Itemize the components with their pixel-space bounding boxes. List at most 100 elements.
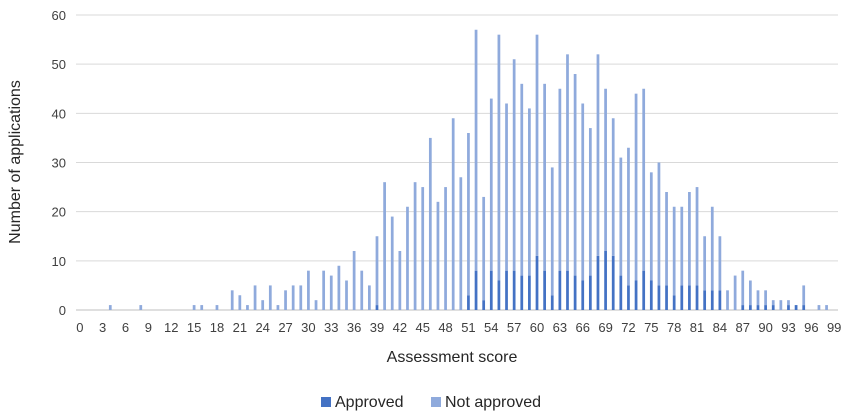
bar-not-approved [329, 275, 333, 310]
bar-not-approved [649, 172, 653, 281]
bar-approved [672, 295, 676, 310]
bar-approved [467, 295, 470, 310]
x-tick-label: 90 [758, 320, 772, 335]
bar-not-approved [467, 133, 470, 296]
bar-not-approved [261, 300, 265, 310]
bar-not-approved [611, 118, 615, 256]
bar-not-approved [436, 201, 440, 310]
bar-approved [535, 255, 539, 310]
bar-not-approved [756, 290, 760, 306]
bar-not-approved [695, 187, 699, 286]
bar-not-approved [512, 59, 516, 271]
bar-approved [741, 305, 745, 310]
bar-approved [604, 251, 607, 310]
bar-approved [787, 305, 790, 310]
bar-approved [771, 305, 775, 310]
bar-not-approved [337, 265, 341, 310]
bar-not-approved [215, 305, 219, 310]
bar-not-approved [771, 300, 775, 306]
y-tick-label: 60 [52, 8, 66, 23]
bar-approved [680, 285, 684, 310]
bar-approved [665, 285, 668, 310]
bar-not-approved [444, 187, 447, 310]
bar-not-approved [505, 103, 508, 271]
y-tick-label: 20 [52, 205, 66, 220]
x-tick-label: 69 [598, 320, 612, 335]
bar-approved [802, 305, 806, 310]
bar-approved [642, 270, 646, 310]
x-tick-label: 39 [370, 320, 384, 335]
bar-not-approved [749, 280, 752, 306]
bar-approved [566, 270, 569, 310]
bar-approved [627, 285, 630, 310]
x-tick-label: 30 [301, 320, 315, 335]
x-tick-label: 18 [210, 320, 224, 335]
bar-not-approved [108, 305, 112, 310]
bar-not-approved [352, 251, 356, 310]
x-tick-label: 99 [827, 320, 841, 335]
x-tick-label: 24 [255, 320, 269, 335]
bar-not-approved [657, 162, 661, 286]
bar-not-approved [383, 182, 386, 310]
bar-not-approved [718, 236, 722, 291]
bar-approved [657, 285, 661, 310]
bar-not-approved [665, 192, 668, 286]
x-axis-label: Assessment score [387, 349, 518, 366]
bar-not-approved [375, 236, 379, 306]
x-tick-label: 66 [575, 320, 589, 335]
bars [108, 29, 828, 310]
bar-approved [581, 280, 585, 310]
bar-approved [718, 290, 722, 310]
bar-not-approved [528, 108, 531, 276]
bar-not-approved [299, 285, 303, 310]
bar-not-approved [543, 83, 546, 271]
bar-not-approved [566, 54, 569, 271]
bar-not-approved [627, 147, 630, 286]
y-tick-label: 50 [52, 57, 66, 72]
bar-approved [619, 275, 623, 310]
legend: Approved Not approved [321, 394, 541, 411]
bar-not-approved [741, 270, 745, 306]
bar-approved [649, 280, 653, 310]
legend-label-approved: Approved [335, 394, 404, 411]
x-tick-label: 75 [644, 320, 658, 335]
x-tick-label: 0 [76, 320, 83, 335]
bar-not-approved [733, 275, 737, 310]
x-tick-label: 6 [122, 320, 129, 335]
x-tick-label: 81 [690, 320, 704, 335]
bar-not-approved [314, 300, 318, 310]
bar-approved [543, 270, 546, 310]
bar-not-approved [238, 295, 242, 310]
bar-not-approved [230, 290, 234, 310]
bar-not-approved [253, 285, 257, 310]
bar-not-approved [688, 192, 691, 286]
x-tick-label: 60 [530, 320, 544, 335]
bar-not-approved [482, 196, 486, 301]
bar-approved [588, 275, 592, 310]
bar-approved [688, 285, 691, 310]
bar-not-approved [307, 270, 310, 310]
bar-approved [794, 305, 798, 310]
bar-not-approved [672, 206, 676, 296]
y-axis-label: Number of applications [7, 80, 24, 244]
bar-not-approved [634, 93, 638, 281]
bar-not-approved [726, 290, 729, 310]
bar-not-approved [489, 98, 493, 271]
x-tick-label: 15 [187, 320, 201, 335]
y-tick-labels: 0 10 20 30 40 50 60 [52, 8, 66, 318]
bar-not-approved [413, 182, 417, 310]
bar-not-approved [604, 88, 607, 251]
x-tick-label: 54 [484, 320, 498, 335]
bar-not-approved [787, 300, 790, 306]
bar-not-approved [581, 103, 585, 281]
bar-not-approved [642, 88, 646, 271]
bar-not-approved [246, 305, 249, 310]
x-tick-label: 87 [736, 320, 750, 335]
bar-approved [634, 280, 638, 310]
legend-label-not-approved: Not approved [445, 394, 541, 411]
bar-approved [489, 270, 493, 310]
bar-approved [497, 280, 501, 310]
bar-not-approved [764, 290, 767, 306]
bar-approved [695, 285, 699, 310]
